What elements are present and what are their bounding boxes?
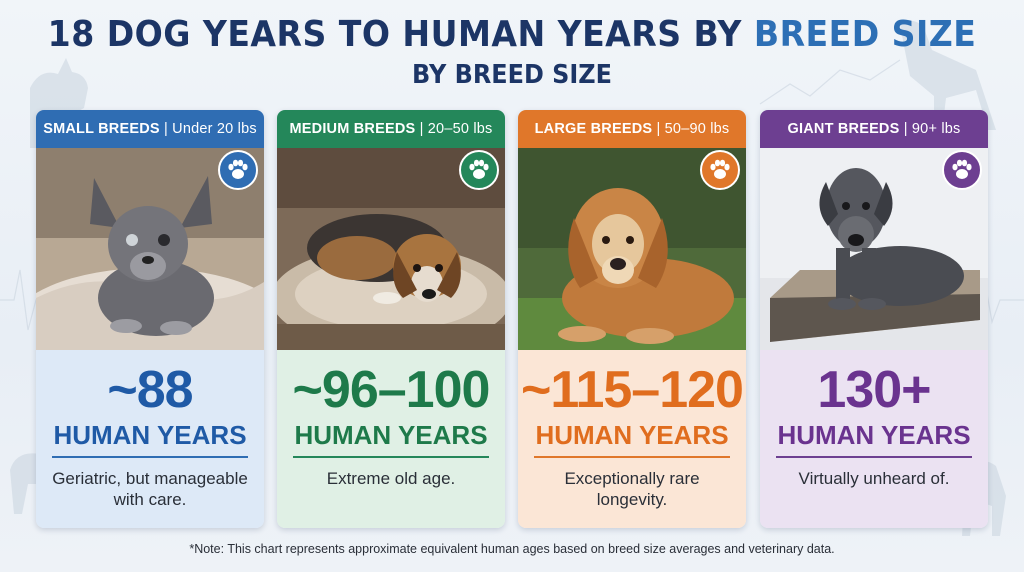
- divider: [534, 456, 730, 458]
- card-body: 130+ HUMAN YEARS Virtually unheard of.: [760, 350, 988, 528]
- category-label: GIANT BREEDS: [787, 121, 900, 137]
- description: Virtually unheard of.: [798, 469, 950, 488]
- paw-icon: [459, 150, 499, 190]
- card-giant-breeds: GIANT BREEDS | 90+ lbs: [760, 110, 988, 528]
- card-header: MEDIUM BREEDS | 20–50 lbs: [277, 110, 505, 148]
- dog-photo-chihuahua: [36, 148, 264, 350]
- human-years-unit: HUMAN YEARS: [53, 420, 247, 450]
- page-subtitle: BY BREED SIZE: [412, 60, 612, 90]
- card-header: SMALL BREEDS | Under 20 lbs: [36, 110, 264, 148]
- category-label: LARGE BREEDS: [534, 121, 653, 137]
- card-medium-breeds: MEDIUM BREEDS | 20–50 lbs: [277, 110, 505, 528]
- card-header: LARGE BREEDS | 50–90 lbs: [518, 110, 746, 148]
- card-header: GIANT BREEDS | 90+ lbs: [760, 110, 988, 148]
- human-years-value: ~96–100: [292, 361, 491, 419]
- footnote: *Note: This chart represents approximate…: [189, 542, 835, 556]
- title-accent: BREED SIZE: [753, 14, 977, 55]
- dog-photo-golden-retriever: [518, 148, 746, 350]
- title-main: 18 DOG YEARS TO HUMAN YEARS BY: [47, 14, 754, 55]
- weight-label: | 20–50 lbs: [419, 121, 493, 137]
- divider: [293, 456, 489, 458]
- description: Extreme old age.: [326, 469, 456, 488]
- category-label: SMALL BREEDS: [43, 121, 160, 137]
- human-years-value: 130+: [817, 361, 931, 419]
- divider: [776, 456, 972, 458]
- paw-icon: [218, 150, 258, 190]
- page-title: 18 DOG YEARS TO HUMAN YEARS BY BREED SIZ…: [41, 14, 983, 55]
- human-years-unit: HUMAN YEARS: [535, 420, 729, 450]
- human-years-value: ~88: [107, 361, 193, 419]
- card-body: ~88 HUMAN YEARS Geriatric, but manageabl…: [36, 350, 264, 528]
- card-body: ~115–120 HUMAN YEARS Exceptionally rare …: [518, 350, 746, 528]
- description: Exceptionally rare longevity.: [564, 469, 700, 509]
- divider: [52, 456, 248, 458]
- weight-label: | Under 20 lbs: [163, 121, 257, 137]
- description: Geriatric, but manageable with care.: [52, 469, 248, 509]
- dog-photo-great-dane: [760, 148, 988, 350]
- card-small-breeds: SMALL BREEDS | Under 20 lbs: [36, 110, 264, 528]
- weight-label: | 90+ lbs: [903, 121, 961, 137]
- breed-cards: SMALL BREEDS | Under 20 lbs: [36, 110, 988, 528]
- card-large-breeds: LARGE BREEDS | 50–90 lbs: [518, 110, 746, 528]
- paw-icon: [942, 150, 982, 190]
- weight-label: | 50–90 lbs: [656, 121, 730, 137]
- human-years-unit: HUMAN YEARS: [294, 420, 488, 450]
- card-body: ~96–100 HUMAN YEARS Extreme old age.: [277, 350, 505, 528]
- human-years-value: ~115–120: [521, 361, 744, 419]
- category-label: MEDIUM BREEDS: [289, 121, 416, 137]
- dog-photo-beagle: [277, 148, 505, 350]
- human-years-unit: HUMAN YEARS: [777, 420, 971, 450]
- paw-icon: [700, 150, 740, 190]
